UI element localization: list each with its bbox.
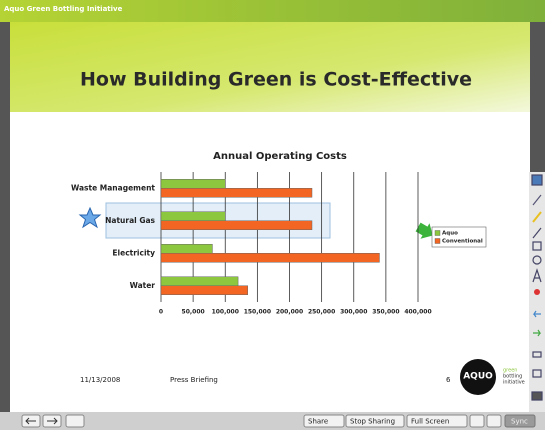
category-label: Electricity [112, 248, 155, 257]
x-tick-label: 350,000 [372, 309, 399, 316]
slide-date: 11/13/2008 [80, 376, 120, 384]
x-tick-label: 150,000 [244, 309, 271, 316]
highlighter-tool[interactable] [532, 211, 542, 223]
slide-title: How Building Green is Cost-Effective [80, 69, 472, 91]
camera-button[interactable] [486, 414, 502, 428]
category-label: Water [130, 281, 156, 290]
legend-label: Conventional [442, 239, 483, 245]
logo-text: green [503, 368, 517, 374]
eraser-tool[interactable] [532, 351, 542, 358]
logo-text: initiative [503, 380, 525, 386]
title-bar [0, 0, 545, 22]
undo-tool[interactable] [532, 310, 541, 318]
legend-swatch [434, 238, 441, 244]
x-tick-label: 50,000 [182, 309, 205, 316]
line-tool[interactable] [532, 227, 542, 239]
window-title: Aquo Green Bottling Initiative [4, 5, 123, 13]
x-tick-label: 300,000 [340, 309, 367, 316]
full-screen-button[interactable] [406, 414, 468, 428]
bar [160, 244, 213, 254]
legend-label: Aquo [442, 231, 458, 237]
share-button[interactable] [303, 414, 345, 428]
x-tick-label: 400,000 [404, 309, 431, 316]
legend-swatch [434, 230, 441, 236]
bar [160, 220, 313, 230]
category-label: Waste Management [71, 183, 155, 192]
pen-tool[interactable] [532, 194, 542, 206]
chart-title: Annual Operating Costs [213, 151, 347, 162]
stop-sharing-label: Stop Sharing [350, 418, 395, 426]
text-tool[interactable] [532, 268, 542, 283]
sync-label: Sync [511, 418, 528, 426]
full-screen-label: Full Screen [411, 418, 449, 426]
chart: Annual Operating Costs 0 50,000 100,000 150,… [71, 151, 487, 316]
prev-icon [25, 417, 36, 425]
camera-tool[interactable] [531, 391, 543, 401]
thumbnail-button[interactable] [65, 414, 85, 428]
rect-tool[interactable] [532, 241, 542, 251]
x-tick-label: 250,000 [308, 309, 335, 316]
bar [160, 211, 226, 221]
star-annotation [78, 206, 102, 229]
slide-header [10, 22, 530, 112]
next-icon [47, 417, 58, 425]
x-tick-label: 200,000 [276, 309, 303, 316]
pointer-tool[interactable] [531, 174, 543, 186]
arrow-annotation [415, 222, 433, 239]
bar [160, 179, 226, 189]
bar [160, 285, 248, 295]
slide-footer: Press Briefing [170, 376, 218, 384]
ellipse-tool[interactable] [532, 255, 542, 265]
bar [160, 253, 380, 263]
share-label: Share [308, 418, 328, 426]
bar [160, 276, 239, 286]
logo-text: bottling [503, 374, 522, 380]
stop-sharing-button[interactable] [345, 414, 405, 428]
x-tick-label: 0 [159, 309, 163, 316]
print-tool[interactable] [532, 369, 542, 378]
legend-box [431, 226, 487, 248]
stamp-tool[interactable] [534, 289, 540, 295]
logo-name: AQUO [463, 372, 493, 382]
pen-button[interactable] [469, 414, 485, 428]
category-label: Natural Gas [105, 216, 155, 225]
x-tick-label: 100,000 [212, 309, 239, 316]
redo-tool[interactable] [533, 329, 542, 337]
logo-circle [460, 359, 496, 395]
sync-button[interactable] [504, 414, 536, 428]
slide-number: 6 [446, 376, 451, 384]
bar [160, 188, 313, 198]
